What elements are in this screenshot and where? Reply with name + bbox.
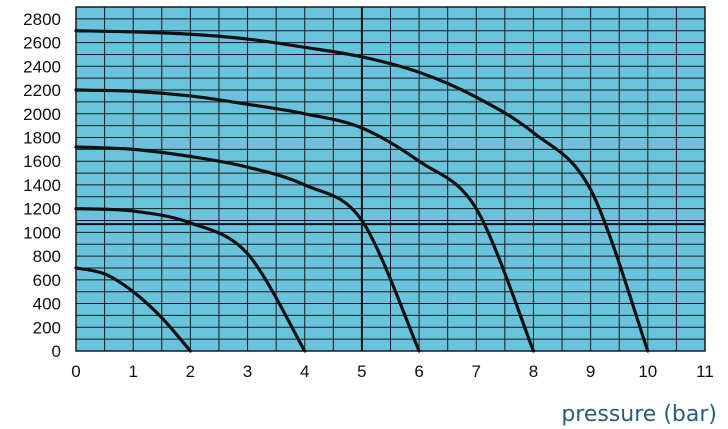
- x-tick-label: 8: [529, 362, 538, 381]
- x-tick-labels: 0 1 2 3 4 5 6 7 8 9 10 11: [71, 362, 714, 381]
- x-tick-label: 11: [696, 362, 714, 381]
- x-tick-label: 3: [243, 362, 252, 381]
- x-tick-label: 4: [300, 362, 309, 381]
- x-tick-label: 7: [472, 362, 481, 381]
- grid: [75, 6, 706, 352]
- y-tick-label: 2800: [23, 10, 61, 29]
- x-tick-label: 1: [128, 362, 137, 381]
- x-tick-label: 0: [71, 362, 80, 381]
- y-tick-label: 1200: [23, 200, 61, 219]
- y-tick-labels: 0 200 400 600 800 1000 1200 1400 1600 1800 2000 220…: [23, 10, 61, 361]
- reference-lines: [76, 7, 705, 351]
- x-tick-label: 9: [586, 362, 595, 381]
- y-tick-label: 400: [33, 295, 61, 314]
- y-tick-label: 200: [33, 318, 61, 337]
- y-tick-label: 800: [33, 247, 61, 266]
- x-tick-label: 2: [186, 362, 195, 381]
- y-tick-label: 2200: [23, 81, 61, 100]
- y-tick-label: 1400: [23, 176, 61, 195]
- y-tick-label: 0: [52, 342, 61, 361]
- x-tick-label: 6: [414, 362, 423, 381]
- series-line: [74, 88, 536, 353]
- series-line: [74, 29, 650, 353]
- y-tick-label: 600: [33, 271, 61, 290]
- y-tick-label: 2000: [23, 105, 61, 124]
- y-tick-label: 2600: [23, 34, 61, 53]
- x-tick-label: 10: [638, 362, 657, 381]
- y-tick-label: 1000: [23, 223, 61, 242]
- y-tick-label: 2400: [23, 57, 61, 76]
- y-tick-label: 1800: [23, 128, 61, 147]
- x-axis-label: pressure (bar): [561, 402, 717, 427]
- y-tick-label: 1600: [23, 152, 61, 171]
- x-tick-label: 5: [357, 362, 366, 381]
- series-line: [74, 145, 421, 353]
- series-line: [74, 266, 192, 353]
- curves: [74, 29, 650, 353]
- series-line: [74, 207, 307, 353]
